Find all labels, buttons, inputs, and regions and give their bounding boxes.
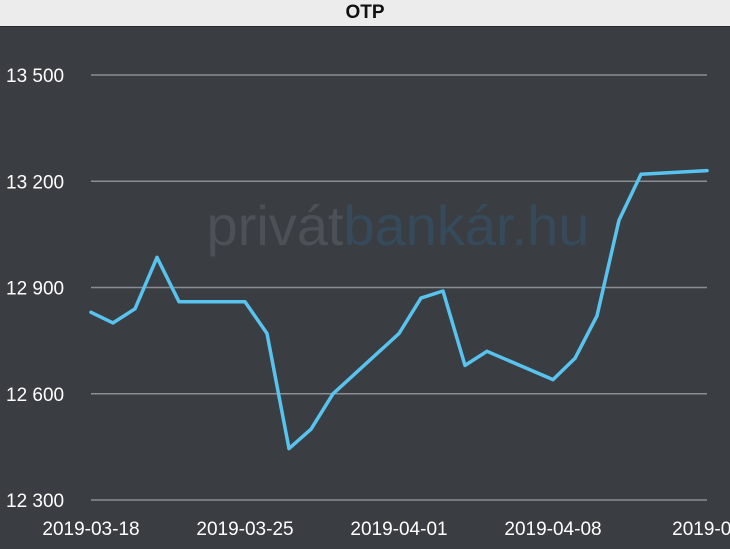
data-point: [133, 307, 137, 311]
data-point: [595, 314, 599, 318]
x-tick-label: 2019-04-08: [504, 519, 601, 540]
watermark-part2: bankár.hu: [343, 194, 589, 257]
watermark-part1: privát: [207, 194, 344, 257]
data-point: [287, 447, 291, 451]
x-tick-label: 2019-03-25: [196, 519, 293, 540]
y-tick-label: 13 200: [6, 172, 64, 193]
data-point: [551, 377, 555, 382]
data-point: [639, 172, 643, 176]
data-point: [89, 310, 93, 314]
line-chart: privátbankár.hu 12 300 12 600 12 900 13 200…: [6, 66, 730, 540]
chart-title: OTP: [345, 2, 385, 23]
y-tick-label: 12 600: [6, 385, 64, 406]
data-point: [243, 300, 247, 304]
data-point: [485, 349, 489, 353]
y-axis-tick-labels: 12 300 12 600 12 900 13 200 13 500: [6, 66, 64, 512]
y-tick-label: 12 300: [6, 491, 64, 512]
data-point: [397, 331, 401, 336]
data-point: [441, 289, 445, 293]
data-point: [177, 300, 181, 304]
data-point: [705, 169, 709, 173]
watermark-text: privátbankár.hu: [207, 194, 590, 257]
x-tick-label: 2019-03-18: [42, 519, 139, 540]
data-point: [617, 218, 621, 222]
series-line-layer: [89, 168, 709, 451]
data-point: [265, 331, 269, 336]
x-tick-label: 2019-04: [672, 519, 730, 540]
data-point: [419, 296, 423, 300]
gridlines: [91, 74, 707, 501]
data-point: [463, 363, 467, 368]
y-tick-label: 13 500: [6, 66, 64, 87]
data-point: [331, 392, 335, 396]
data-point: [573, 356, 577, 360]
chart-title-bar: OTP: [0, 0, 730, 27]
data-point: [155, 255, 159, 259]
x-tick-label: 2019-04-01: [350, 519, 447, 540]
chart-area: privátbankár.hu 12 300 12 600 12 900 13 200…: [0, 27, 730, 544]
data-point: [111, 321, 115, 325]
watermark: privátbankár.hu: [207, 194, 590, 257]
data-point: [309, 427, 313, 431]
x-axis-tick-labels: 2019-03-18 2019-03-25 2019-04-01 2019-04-08…: [42, 519, 730, 540]
y-tick-label: 12 900: [6, 279, 64, 300]
